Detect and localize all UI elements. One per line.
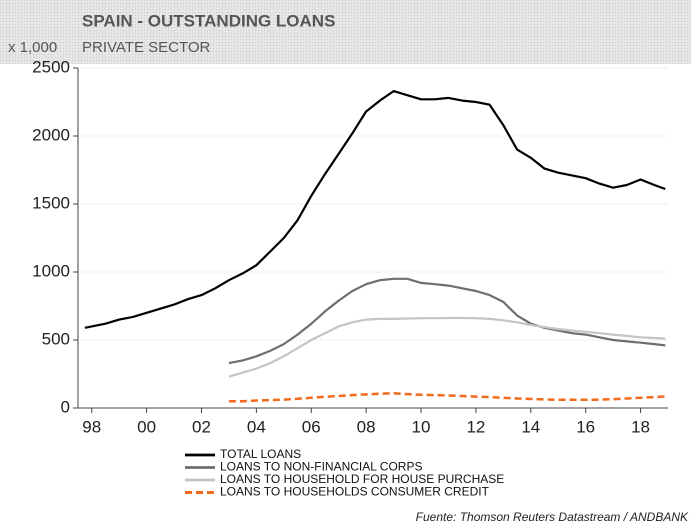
series-line: [228, 277, 666, 365]
legend-label: LOANS TO NON-FINANCIAL CORPS: [220, 460, 422, 474]
x-tick-label: 16: [576, 417, 595, 436]
series-line: [228, 316, 666, 378]
x-tick-label: 10: [412, 417, 431, 436]
chart-subtitle: PRIVATE SECTOR: [82, 39, 211, 56]
x-tick-label: 18: [631, 417, 650, 436]
source-note: Fuente: Thomson Reuters Datastream / AND…: [416, 510, 689, 524]
y-tick-label: 2500: [32, 57, 70, 76]
x-tick-label: 02: [192, 417, 211, 436]
x-tick-label: 08: [357, 417, 376, 436]
legend-label: TOTAL LOANS: [220, 447, 301, 461]
x-tick-label: 14: [521, 417, 540, 436]
y-tick-label: 2000: [32, 125, 70, 144]
x-tick-label: 04: [247, 417, 266, 436]
y-tick-label: 500: [42, 329, 70, 348]
header-band: [0, 0, 691, 64]
x-tick-label: 06: [302, 417, 321, 436]
series-line: [84, 90, 666, 329]
x-tick-label: 00: [137, 417, 156, 436]
series-line: [228, 392, 666, 403]
y-tick-label: 1000: [32, 261, 70, 280]
legend-label: LOANS TO HOUSEHOLD FOR HOUSE PURCHASE: [220, 472, 504, 486]
y-axis-unit: x 1,000: [8, 39, 57, 56]
legend-label: LOANS TO HOUSEHOLDS CONSUMER CREDIT: [220, 485, 490, 499]
y-tick-label: 1500: [32, 193, 70, 212]
chart-title: SPAIN - OUTSTANDING LOANS: [82, 11, 335, 30]
y-tick-label: 0: [61, 397, 70, 416]
x-tick-label: 98: [82, 417, 101, 436]
x-tick-label: 12: [466, 417, 485, 436]
